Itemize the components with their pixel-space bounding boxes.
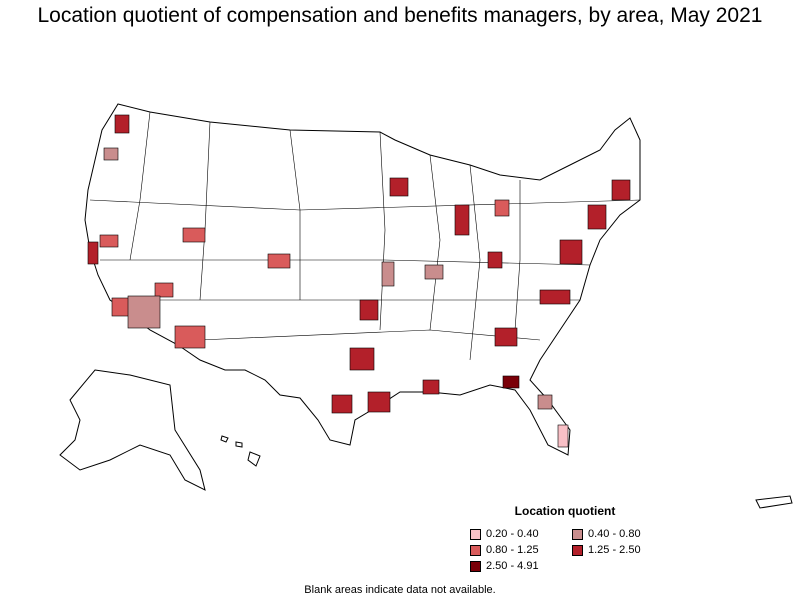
legend-swatch [470, 560, 481, 572]
region-washington [559, 239, 583, 265]
alaska-outline [59, 369, 206, 491]
legend-swatch [572, 528, 583, 540]
region-dallas [349, 347, 375, 371]
map-title: Location quotient of compensation and be… [37, 4, 763, 27]
region-new-york [587, 204, 607, 230]
region-atlanta [494, 327, 518, 347]
region-charlotte [539, 289, 571, 305]
region-jacksonville [502, 375, 520, 389]
legend-label: 2.50 - 4.91 [486, 560, 539, 572]
legend-item-2.50-4.91: 2.50 - 4.91 [470, 560, 572, 572]
region-denver [267, 253, 291, 269]
region-salt-lake-city [182, 227, 206, 243]
region-kc [381, 261, 395, 287]
region-chicago [454, 204, 470, 236]
us-outline [84, 103, 641, 456]
legend-title: Location quotient [514, 504, 616, 518]
puerto-rico-outline [755, 495, 793, 509]
region-sacramento [99, 234, 119, 248]
hawaii-outline [220, 435, 261, 467]
legend-item-0.20-0.40: 0.20 - 0.40 [470, 528, 572, 540]
legend: Location quotient 0.20 - 0.40 0.40 - 0.8… [470, 504, 680, 572]
region-tucson [127, 295, 161, 329]
legend-swatch [470, 544, 481, 556]
legend-item-1.25-2.50: 1.25 - 2.50 [572, 544, 674, 556]
region-san-francisco [87, 241, 99, 265]
region-boston [611, 179, 631, 201]
region-phoenix [174, 325, 206, 349]
region-las-vegas [154, 282, 174, 298]
region-seattle [114, 114, 130, 134]
legend-swatch [572, 544, 583, 556]
metro-areas [87, 114, 631, 448]
legend-label: 0.80 - 1.25 [486, 544, 539, 556]
region-miami [557, 424, 569, 448]
region-austin [331, 394, 353, 414]
legend-item-0.80-1.25: 0.80 - 1.25 [470, 544, 572, 556]
legend-label: 1.25 - 2.50 [588, 544, 641, 556]
region-detroit [494, 199, 510, 217]
region-stl [424, 264, 444, 280]
region-new-orleans [422, 379, 440, 395]
region-orlando [537, 394, 553, 410]
legend-label: 0.20 - 0.40 [486, 528, 539, 540]
region-houston [367, 391, 391, 413]
footnote: Blank areas indicate data not available. [304, 584, 496, 596]
legend-label: 0.40 - 0.80 [588, 528, 641, 540]
legend-swatch [470, 528, 481, 540]
region-portland [103, 147, 119, 161]
region-okc [359, 299, 379, 321]
region-indy [487, 251, 503, 269]
region-minneapolis [389, 177, 409, 197]
state-lines [89, 111, 641, 361]
legend-item-0.40-0.80: 0.40 - 0.80 [572, 528, 674, 540]
